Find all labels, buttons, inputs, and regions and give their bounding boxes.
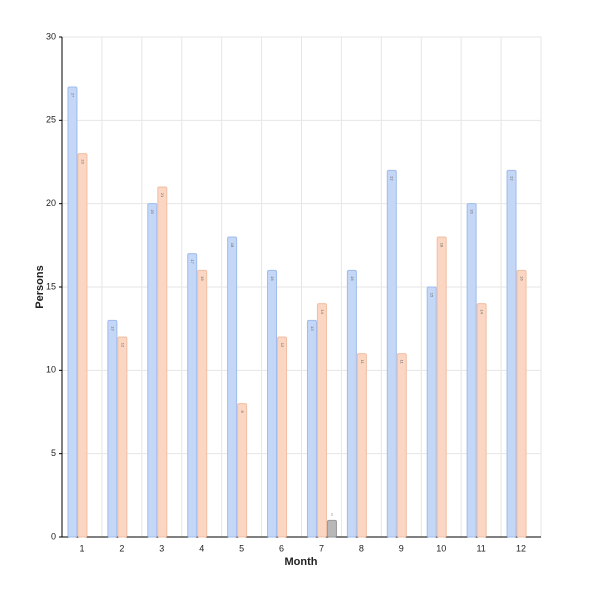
bar: [506, 169, 517, 538]
data-label: 16: [350, 276, 355, 281]
y-tick-label: 25: [46, 115, 56, 125]
data-label: 18: [440, 243, 445, 248]
y-tick-label: 20: [46, 198, 56, 208]
data-label: 22: [390, 176, 395, 181]
bar: [316, 303, 327, 538]
data-label: 1: [331, 511, 334, 516]
bar: [326, 519, 337, 538]
data-label: 14: [320, 309, 325, 314]
data-label: 20: [470, 209, 475, 214]
bar: [466, 203, 477, 538]
bar: [516, 269, 527, 538]
bar: [267, 269, 278, 538]
y-tick-label: 0: [51, 531, 56, 541]
data-label: 13: [110, 326, 115, 331]
bar: [197, 269, 208, 538]
x-tick-label: 2: [119, 543, 124, 553]
bar: [356, 353, 367, 538]
data-label: 12: [280, 343, 285, 348]
data-label: 17: [190, 259, 195, 264]
data-label: 16: [270, 276, 275, 281]
x-tick-label: 10: [436, 543, 446, 553]
x-tick-label: 3: [159, 543, 164, 553]
bar: [436, 236, 447, 538]
bar: [77, 153, 88, 538]
data-label: 21: [160, 193, 165, 198]
bar: [117, 336, 128, 538]
x-tick-label: 4: [199, 543, 204, 553]
data-label: 22: [509, 176, 514, 181]
y-tick-label: 30: [46, 31, 56, 41]
data-label: 27: [70, 93, 75, 98]
bar: [157, 186, 168, 538]
data-label: 12: [120, 343, 125, 348]
bar: [476, 303, 487, 538]
x-axis-title: Month: [285, 556, 318, 568]
x-tick-label: 1: [79, 543, 84, 553]
x-tick-label: 12: [516, 543, 526, 553]
data-label: 13: [310, 326, 315, 331]
data-label: 11: [400, 360, 405, 365]
data-label: 11: [360, 360, 365, 365]
bar: [306, 319, 317, 538]
bar: [396, 353, 407, 538]
data-label: 14: [480, 309, 485, 314]
bar: [147, 203, 158, 538]
bar: [237, 403, 248, 538]
bar: [426, 286, 437, 538]
bar: [227, 236, 238, 538]
bar: [386, 169, 397, 538]
bar: [107, 319, 118, 538]
x-tick-label: 8: [359, 543, 364, 553]
x-tick-label: 5: [239, 543, 244, 553]
x-tick-label: 7: [319, 543, 324, 553]
y-tick-label: 15: [46, 281, 56, 291]
bar: [277, 336, 288, 538]
data-label: 16: [519, 276, 524, 281]
bar: [67, 86, 78, 538]
data-label: 8: [240, 411, 245, 414]
x-tick-label: 11: [476, 543, 485, 553]
data-label: 20: [150, 209, 155, 214]
data-label: 18: [230, 243, 235, 248]
y-tick-label: 10: [46, 365, 56, 375]
data-label: 15: [430, 293, 435, 298]
y-tick-label: 5: [51, 448, 56, 458]
bar: [346, 269, 357, 538]
data-label: 16: [200, 276, 205, 281]
x-tick-label: 6: [279, 543, 284, 553]
data-label: 23: [80, 159, 85, 164]
y-axis-title: Persons: [34, 265, 46, 308]
bar: [187, 253, 198, 538]
x-tick-label: 9: [399, 543, 404, 553]
